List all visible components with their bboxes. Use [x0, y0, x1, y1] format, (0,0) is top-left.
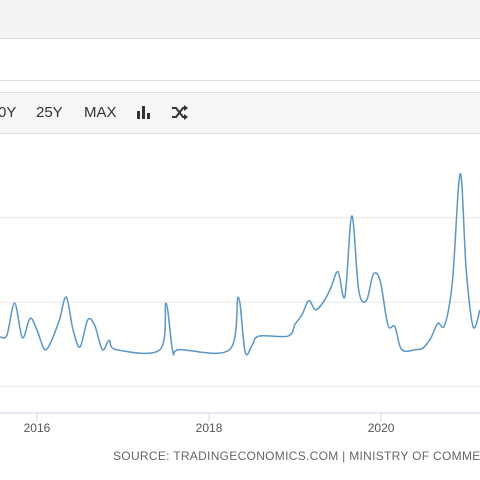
- shuffle-icon[interactable]: [171, 104, 189, 122]
- x-tick-label: 2020: [368, 421, 395, 435]
- data-line: [0, 172, 480, 356]
- toolbar: 0Y 25Y MAX: [0, 92, 480, 134]
- top-bar: [0, 0, 480, 39]
- range-button[interactable]: 25Y: [36, 104, 63, 121]
- range-button[interactable]: MAX: [84, 104, 117, 121]
- x-tick-label: 2018: [196, 421, 223, 435]
- x-tick-label: 2016: [24, 421, 51, 435]
- bar-chart-icon[interactable]: [136, 105, 152, 121]
- chart: SOURCE: TRADINGECONOMICS.COM | MINISTRY …: [0, 172, 480, 463]
- source-text: SOURCE: TRADINGECONOMICS.COM | MINISTRY …: [113, 449, 480, 463]
- search-bar[interactable]: [0, 40, 480, 81]
- range-button[interactable]: 0Y: [0, 104, 17, 121]
